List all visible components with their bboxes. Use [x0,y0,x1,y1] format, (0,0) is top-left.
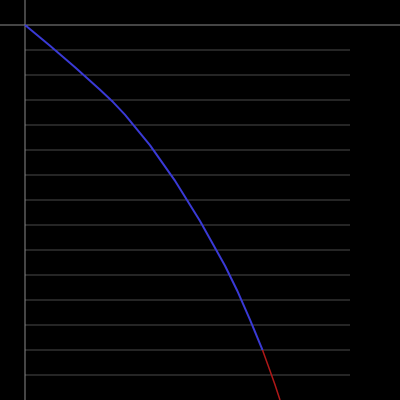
series-layer [24,24,281,400]
series-line-0 [24,24,264,351]
series-line-1 [261,349,281,400]
grid-layer [25,49,350,376]
